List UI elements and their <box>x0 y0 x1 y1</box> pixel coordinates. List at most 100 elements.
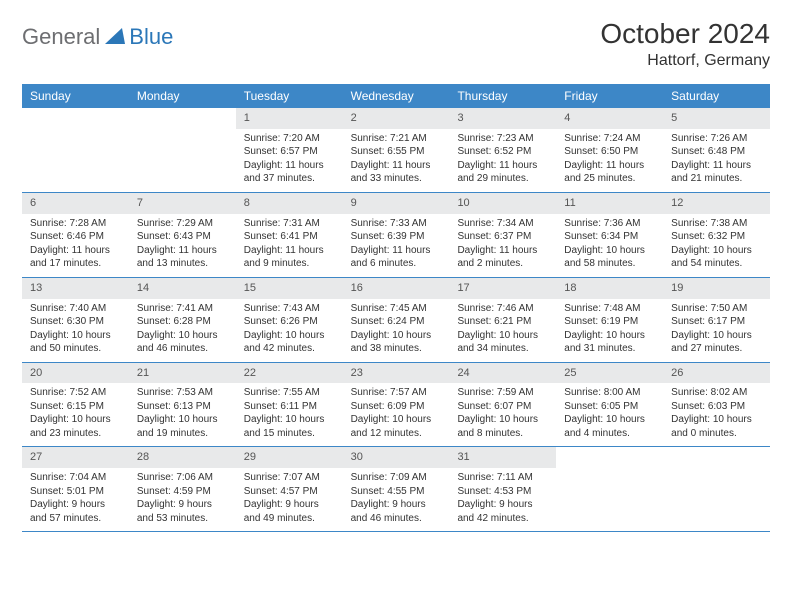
sunset-line: Sunset: 6:39 PM <box>351 230 442 244</box>
day-details: Sunrise: 8:02 AMSunset: 6:03 PMDaylight:… <box>663 383 770 446</box>
brand-part1: General <box>22 24 100 50</box>
day-cell: 25Sunrise: 8:00 AMSunset: 6:05 PMDayligh… <box>556 363 663 447</box>
daylight-line: Daylight: 10 hours and 42 minutes. <box>244 329 335 356</box>
sunset-line: Sunset: 6:11 PM <box>244 400 335 414</box>
calendar: SundayMondayTuesdayWednesdayThursdayFrid… <box>22 84 770 532</box>
daylight-line: Daylight: 10 hours and 15 minutes. <box>244 413 335 440</box>
day-cell: 8Sunrise: 7:31 AMSunset: 6:41 PMDaylight… <box>236 193 343 277</box>
day-cell: 19Sunrise: 7:50 AMSunset: 6:17 PMDayligh… <box>663 278 770 362</box>
day-details: Sunrise: 7:23 AMSunset: 6:52 PMDaylight:… <box>449 129 556 192</box>
sunset-line: Sunset: 6:09 PM <box>351 400 442 414</box>
day-cell: 13Sunrise: 7:40 AMSunset: 6:30 PMDayligh… <box>22 278 129 362</box>
header: General Blue October 2024 Hattorf, Germa… <box>22 18 770 70</box>
day-number: 12 <box>663 193 770 214</box>
weekday-header: Tuesday <box>236 84 343 108</box>
sunset-line: Sunset: 6:13 PM <box>137 400 228 414</box>
day-details: Sunrise: 7:21 AMSunset: 6:55 PMDaylight:… <box>343 129 450 192</box>
day-details: Sunrise: 7:06 AMSunset: 4:59 PMDaylight:… <box>129 468 236 531</box>
day-number: 1 <box>236 108 343 129</box>
sunrise-line: Sunrise: 7:09 AM <box>351 471 442 485</box>
day-number: 6 <box>22 193 129 214</box>
daylight-line: Daylight: 10 hours and 8 minutes. <box>457 413 548 440</box>
day-number: 29 <box>236 447 343 468</box>
day-details: Sunrise: 7:24 AMSunset: 6:50 PMDaylight:… <box>556 129 663 192</box>
sunset-line: Sunset: 6:37 PM <box>457 230 548 244</box>
weekday-header-row: SundayMondayTuesdayWednesdayThursdayFrid… <box>22 84 770 108</box>
sunrise-line: Sunrise: 7:20 AM <box>244 132 335 146</box>
day-details: Sunrise: 7:04 AMSunset: 5:01 PMDaylight:… <box>22 468 129 531</box>
day-details: Sunrise: 7:46 AMSunset: 6:21 PMDaylight:… <box>449 299 556 362</box>
sunrise-line: Sunrise: 7:34 AM <box>457 217 548 231</box>
day-number: 20 <box>22 363 129 384</box>
sunset-line: Sunset: 6:46 PM <box>30 230 121 244</box>
day-cell: 20Sunrise: 7:52 AMSunset: 6:15 PMDayligh… <box>22 363 129 447</box>
logo-triangle-icon <box>105 26 125 49</box>
day-cell: 21Sunrise: 7:53 AMSunset: 6:13 PMDayligh… <box>129 363 236 447</box>
daylight-line: Daylight: 11 hours and 6 minutes. <box>351 244 442 271</box>
day-cell: . <box>129 108 236 192</box>
day-cell: 1Sunrise: 7:20 AMSunset: 6:57 PMDaylight… <box>236 108 343 192</box>
sunset-line: Sunset: 6:26 PM <box>244 315 335 329</box>
sunrise-line: Sunrise: 7:52 AM <box>30 386 121 400</box>
day-cell: 23Sunrise: 7:57 AMSunset: 6:09 PMDayligh… <box>343 363 450 447</box>
day-number: 7 <box>129 193 236 214</box>
day-cell: 26Sunrise: 8:02 AMSunset: 6:03 PMDayligh… <box>663 363 770 447</box>
day-details: Sunrise: 7:38 AMSunset: 6:32 PMDaylight:… <box>663 214 770 277</box>
sunset-line: Sunset: 6:32 PM <box>671 230 762 244</box>
sunrise-line: Sunrise: 7:31 AM <box>244 217 335 231</box>
day-number: 17 <box>449 278 556 299</box>
day-number: 25 <box>556 363 663 384</box>
day-details: Sunrise: 7:29 AMSunset: 6:43 PMDaylight:… <box>129 214 236 277</box>
daylight-line: Daylight: 9 hours and 53 minutes. <box>137 498 228 525</box>
sunset-line: Sunset: 6:55 PM <box>351 145 442 159</box>
week-row: ..1Sunrise: 7:20 AMSunset: 6:57 PMDaylig… <box>22 108 770 193</box>
day-cell: . <box>663 447 770 531</box>
day-cell: 9Sunrise: 7:33 AMSunset: 6:39 PMDaylight… <box>343 193 450 277</box>
day-number: 27 <box>22 447 129 468</box>
sunrise-line: Sunrise: 7:36 AM <box>564 217 655 231</box>
day-cell: 12Sunrise: 7:38 AMSunset: 6:32 PMDayligh… <box>663 193 770 277</box>
sunrise-line: Sunrise: 7:26 AM <box>671 132 762 146</box>
sunrise-line: Sunrise: 7:50 AM <box>671 302 762 316</box>
day-cell: 5Sunrise: 7:26 AMSunset: 6:48 PMDaylight… <box>663 108 770 192</box>
week-row: 6Sunrise: 7:28 AMSunset: 6:46 PMDaylight… <box>22 193 770 278</box>
day-cell: 22Sunrise: 7:55 AMSunset: 6:11 PMDayligh… <box>236 363 343 447</box>
day-details: Sunrise: 7:20 AMSunset: 6:57 PMDaylight:… <box>236 129 343 192</box>
daylight-line: Daylight: 10 hours and 31 minutes. <box>564 329 655 356</box>
day-details: Sunrise: 7:55 AMSunset: 6:11 PMDaylight:… <box>236 383 343 446</box>
week-row: 20Sunrise: 7:52 AMSunset: 6:15 PMDayligh… <box>22 363 770 448</box>
daylight-line: Daylight: 10 hours and 50 minutes. <box>30 329 121 356</box>
sunrise-line: Sunrise: 7:55 AM <box>244 386 335 400</box>
sunset-line: Sunset: 6:19 PM <box>564 315 655 329</box>
sunset-line: Sunset: 6:21 PM <box>457 315 548 329</box>
day-details: Sunrise: 7:11 AMSunset: 4:53 PMDaylight:… <box>449 468 556 531</box>
day-cell: 3Sunrise: 7:23 AMSunset: 6:52 PMDaylight… <box>449 108 556 192</box>
day-details: Sunrise: 8:00 AMSunset: 6:05 PMDaylight:… <box>556 383 663 446</box>
day-number: 3 <box>449 108 556 129</box>
day-cell: 18Sunrise: 7:48 AMSunset: 6:19 PMDayligh… <box>556 278 663 362</box>
day-details: Sunrise: 7:48 AMSunset: 6:19 PMDaylight:… <box>556 299 663 362</box>
location-text: Hattorf, Germany <box>600 52 770 70</box>
daylight-line: Daylight: 11 hours and 17 minutes. <box>30 244 121 271</box>
week-row: 13Sunrise: 7:40 AMSunset: 6:30 PMDayligh… <box>22 278 770 363</box>
sunrise-line: Sunrise: 7:40 AM <box>30 302 121 316</box>
weekday-header: Saturday <box>663 84 770 108</box>
daylight-line: Daylight: 9 hours and 42 minutes. <box>457 498 548 525</box>
day-cell: 17Sunrise: 7:46 AMSunset: 6:21 PMDayligh… <box>449 278 556 362</box>
daylight-line: Daylight: 9 hours and 57 minutes. <box>30 498 121 525</box>
week-row: 27Sunrise: 7:04 AMSunset: 5:01 PMDayligh… <box>22 447 770 532</box>
weekday-header: Thursday <box>449 84 556 108</box>
day-cell: 16Sunrise: 7:45 AMSunset: 6:24 PMDayligh… <box>343 278 450 362</box>
day-number: 31 <box>449 447 556 468</box>
brand-logo: General Blue <box>22 24 173 50</box>
sunset-line: Sunset: 6:52 PM <box>457 145 548 159</box>
sunset-line: Sunset: 4:57 PM <box>244 485 335 499</box>
day-details: Sunrise: 7:59 AMSunset: 6:07 PMDaylight:… <box>449 383 556 446</box>
daylight-line: Daylight: 10 hours and 19 minutes. <box>137 413 228 440</box>
daylight-line: Daylight: 9 hours and 46 minutes. <box>351 498 442 525</box>
weekday-header: Friday <box>556 84 663 108</box>
day-number: 4 <box>556 108 663 129</box>
day-number: 22 <box>236 363 343 384</box>
day-details: Sunrise: 7:31 AMSunset: 6:41 PMDaylight:… <box>236 214 343 277</box>
sunrise-line: Sunrise: 7:33 AM <box>351 217 442 231</box>
